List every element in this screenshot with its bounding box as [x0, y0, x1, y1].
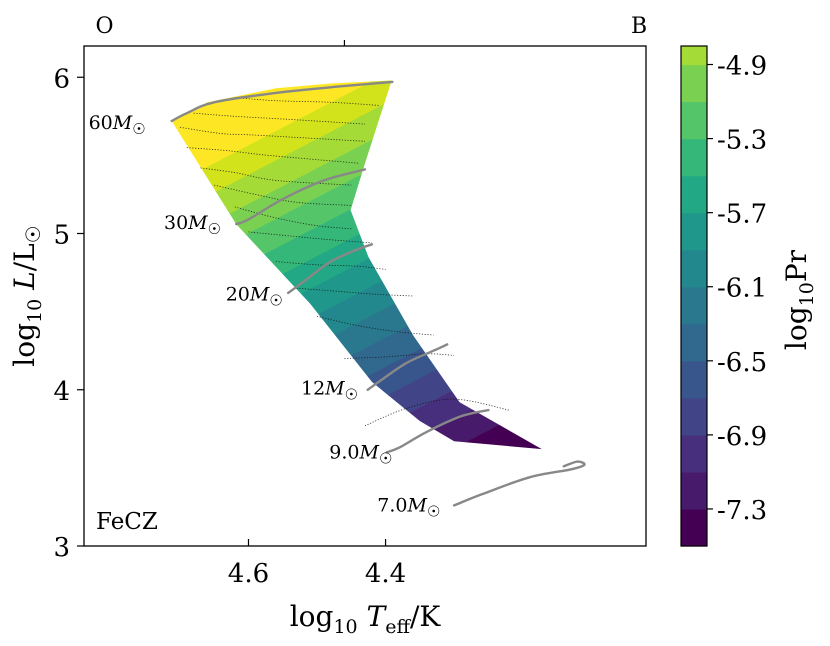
colorbar-band [681, 138, 707, 177]
evolution-track [452, 460, 586, 507]
colorbar-tick-label: -5.3 [717, 126, 767, 156]
y-tick-label: 3 [53, 533, 70, 563]
evolution-track [287, 243, 374, 295]
contour-line [296, 287, 414, 297]
evolution-tracks-layer [170, 80, 586, 507]
evolution-track [366, 343, 449, 391]
x-tick-label: 4.4 [365, 559, 406, 589]
y-axis-label: log10 L/L☉ [8, 225, 46, 366]
colorbar-band [681, 101, 707, 140]
colorbar-band [681, 46, 707, 66]
colorbar-tick-label: -6.9 [717, 422, 767, 452]
evolution-track [385, 408, 490, 454]
contour-fill-layer [171, 80, 542, 450]
spectral-class-label: B [631, 14, 647, 39]
evolution-track [235, 168, 367, 226]
evolution-track [170, 80, 394, 123]
x-tick-label: 4.6 [228, 559, 269, 589]
colorbar: -4.9 -5.3 -5.7 -6.1 -6.5 -6.9 -7.3 log10Pr [680, 45, 818, 547]
y-tick-label: 6 [53, 64, 70, 94]
colorbar-band [681, 249, 707, 288]
contour-line [186, 147, 359, 164]
colorbar-frame [680, 45, 708, 547]
colorbar-tick-label: -4.9 [717, 52, 767, 82]
track-label: 7.0M☉ [377, 495, 440, 521]
track-label: 20M☉ [226, 284, 283, 310]
contour-lines-layer [179, 97, 509, 427]
track-labels-layer: 60M☉ 30M☉ 20M☉ 12M☉ 9.0M☉ 7.0M☉ [89, 112, 441, 521]
colorbar-band [681, 286, 707, 325]
track-label: 9.0M☉ [329, 442, 392, 468]
contour-line [234, 206, 352, 230]
plot-frame [83, 45, 647, 547]
y-tick-label: 5 [53, 221, 70, 251]
contour-line [214, 184, 352, 206]
colorbar-tick-label: -6.1 [717, 274, 767, 304]
colorbar-band [681, 397, 707, 436]
colorbar-band [681, 471, 707, 510]
x-axis-label: log10 Teff/K [290, 600, 442, 638]
contour-line [234, 97, 379, 106]
contour-line [193, 112, 366, 125]
axes-layer: 4.6 4.4 3 4 5 6 O B FeCZ log10 Teff/K log10 L/L☉ [8, 14, 647, 638]
spectral-class-label: O [96, 14, 114, 39]
colorbar-band [681, 64, 707, 103]
y-tick-label: 4 [53, 377, 70, 407]
colorbar-band [681, 175, 707, 214]
log-pr-contour-region [171, 80, 542, 450]
track-label: 30M☉ [164, 212, 221, 238]
colorbar-band [681, 434, 707, 473]
colorbar-band [681, 212, 707, 251]
colorbar-band [681, 360, 707, 399]
colorbar-band [681, 323, 707, 362]
colorbar-tick-label: -6.5 [717, 348, 767, 378]
colorbar-band [681, 509, 707, 547]
colorbar-tick-label: -5.7 [717, 200, 767, 230]
contour-line [344, 353, 455, 359]
panel-label: FeCZ [96, 509, 158, 535]
colorbar-label: log10Pr [780, 249, 818, 350]
track-label: 60M☉ [89, 112, 146, 138]
colorbar-tick-label: -7.3 [717, 496, 767, 526]
contour-line [275, 261, 386, 270]
track-label: 12M☉ [301, 377, 358, 403]
